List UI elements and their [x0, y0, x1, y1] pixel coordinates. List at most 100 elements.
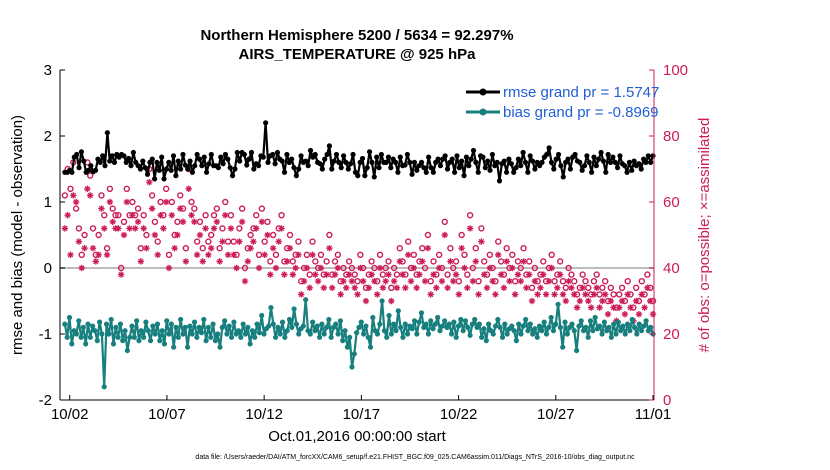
rmse-point — [482, 165, 488, 171]
legend-bias-marker — [479, 108, 487, 116]
bias-point — [479, 334, 485, 340]
possible-obs-point — [213, 205, 221, 212]
possible-obs-point — [385, 258, 392, 265]
assimilated-obs-point — [503, 258, 510, 265]
possible-obs-point — [162, 185, 170, 193]
rmse-point — [185, 166, 191, 172]
bias-point — [624, 321, 631, 327]
bias-point — [312, 328, 318, 334]
rmse-point — [307, 147, 314, 154]
bias-point — [574, 347, 580, 354]
assimilated-obs-point — [438, 278, 446, 285]
possible-obs-point — [103, 244, 111, 252]
bias-point — [439, 323, 445, 329]
assimilated-obs-point — [374, 291, 381, 298]
bias-point — [472, 316, 478, 323]
assimilated-obs-point — [160, 225, 167, 232]
assimilated-obs-point — [601, 291, 609, 298]
assimilated-obs-point — [388, 297, 395, 305]
assimilated-obs-point — [250, 238, 257, 245]
bias-point — [590, 328, 596, 334]
rmse-point — [97, 159, 103, 165]
rmse-point — [428, 165, 434, 171]
assimilated-obs-point — [461, 264, 468, 272]
assimilated-obs-point — [582, 291, 589, 298]
assimilated-obs-point — [61, 225, 69, 232]
possible-obs-point — [89, 225, 97, 232]
possible-obs-point — [509, 251, 516, 259]
rmse-point — [355, 173, 361, 179]
possible-obs-point — [216, 244, 223, 252]
assimilated-obs-point — [168, 212, 176, 219]
bias-point — [210, 321, 216, 327]
bias-point — [495, 316, 501, 323]
bias-point — [622, 331, 628, 337]
bias-point — [238, 334, 244, 340]
assimilated-obs-point — [75, 238, 83, 245]
assimilated-obs-point — [523, 284, 530, 291]
y2-tick-label: 40 — [663, 260, 680, 277]
rmse-point — [463, 154, 470, 160]
rmse-point — [636, 161, 642, 167]
rmse-point — [522, 159, 529, 165]
rmse-point — [376, 165, 382, 171]
bias-point — [328, 334, 334, 340]
rmse-point — [414, 167, 420, 173]
rmse-point — [244, 162, 250, 168]
assimilated-obs-point — [621, 311, 629, 318]
assimilated-obs-point — [390, 278, 398, 285]
rmse-point — [338, 165, 344, 171]
rmse-point — [109, 153, 115, 159]
possible-obs-point — [618, 284, 626, 291]
bias-point — [615, 319, 621, 325]
rmse-point — [107, 158, 113, 164]
bias-point — [113, 324, 119, 330]
bias-point — [629, 316, 635, 323]
bias-point — [240, 321, 246, 327]
bias-point — [349, 364, 355, 370]
possible-obs-point — [644, 271, 651, 278]
possible-obs-point — [75, 225, 83, 232]
possible-obs-point — [357, 251, 364, 259]
possible-obs-point — [540, 258, 547, 265]
x-tick-label: 10/07 — [148, 406, 186, 423]
assimilated-obs-point — [542, 291, 550, 298]
assimilated-obs-point — [269, 245, 277, 252]
assimilated-obs-point — [103, 251, 111, 258]
rmse-point — [88, 163, 94, 169]
rmse-point — [544, 151, 550, 158]
bias-point — [534, 334, 540, 340]
bias-point — [191, 319, 198, 325]
rmse-point — [234, 149, 240, 156]
y2-tick-label: 60 — [663, 194, 680, 211]
bias-point — [509, 323, 515, 329]
bias-point — [219, 324, 225, 330]
bias-point — [124, 347, 130, 354]
rmse-point — [631, 158, 637, 164]
rmse-point — [237, 158, 243, 164]
bias-point — [460, 328, 466, 334]
rmse-point — [166, 159, 172, 165]
rmse-point — [194, 151, 200, 158]
bias-point — [638, 328, 645, 334]
rmse-point — [317, 161, 323, 167]
possible-obs-point — [154, 238, 161, 245]
bias-point — [513, 338, 520, 344]
bias-point — [409, 326, 415, 332]
assimilated-obs-point — [219, 238, 226, 245]
possible-obs-point — [219, 225, 226, 232]
bias-point — [435, 314, 441, 321]
rmse-point — [454, 153, 460, 159]
bias-point — [351, 351, 357, 357]
bias-point — [599, 331, 605, 337]
rmse-point — [333, 151, 340, 158]
assimilated-obs-point — [193, 251, 201, 258]
bias-point — [393, 328, 399, 334]
assimilated-obs-point — [641, 304, 648, 311]
assimilated-obs-point — [292, 264, 299, 272]
bias-point — [483, 338, 489, 344]
rmse-point — [348, 161, 354, 167]
assimilated-obs-point — [337, 291, 344, 298]
rmse-point — [548, 159, 555, 165]
assimilated-obs-point — [264, 231, 271, 239]
